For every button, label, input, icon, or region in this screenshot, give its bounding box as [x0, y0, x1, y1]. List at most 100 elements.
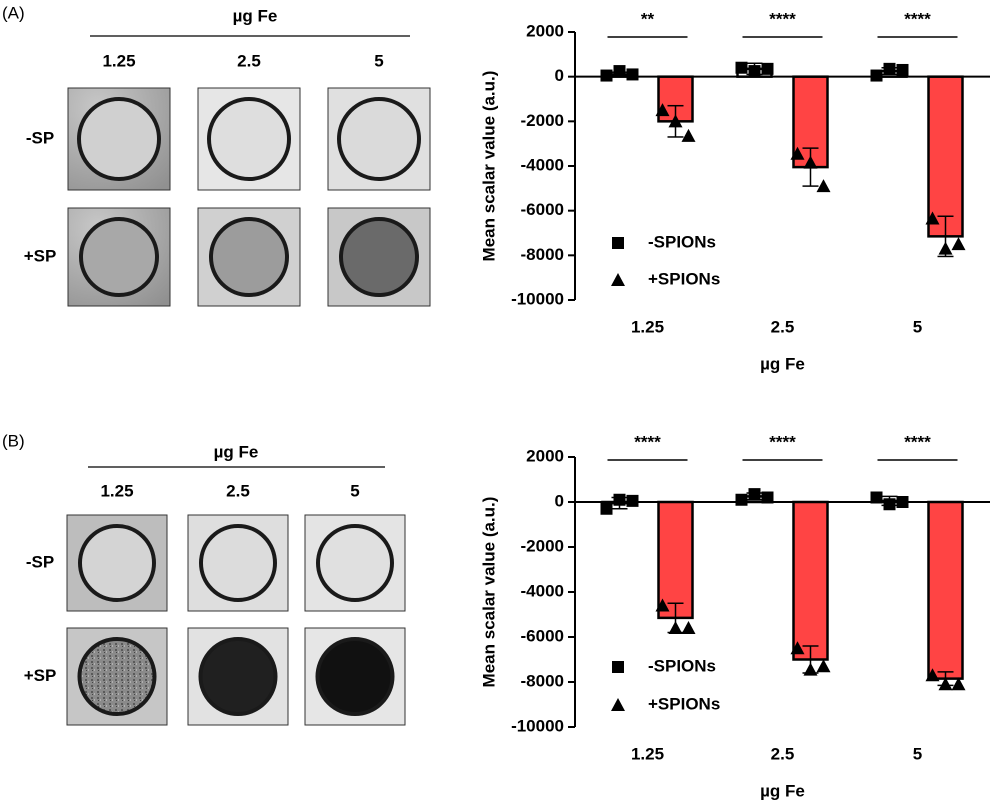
- image-column-label: 1.25: [102, 51, 135, 70]
- x-tick-label: 5: [913, 317, 922, 336]
- x-tick-label: 1.25: [631, 317, 664, 336]
- bar: [657, 500, 694, 620]
- significance-label: **: [641, 9, 655, 28]
- y-tick-label: -6000: [521, 200, 564, 219]
- y-tick-label: -8000: [521, 245, 564, 264]
- data-point: [951, 677, 966, 691]
- x-tick-label: 2.5: [771, 317, 795, 336]
- y-tick-label: -2000: [521, 536, 564, 555]
- legend-marker: [611, 698, 625, 711]
- data-point: [951, 237, 966, 251]
- image-column-label: 1.25: [100, 481, 133, 500]
- y-tick-label: 0: [555, 66, 564, 85]
- data-point: [655, 103, 670, 117]
- image-row-label: +SP: [24, 246, 57, 265]
- data-point: [870, 69, 883, 82]
- data-point: [626, 494, 639, 507]
- data-point: [803, 155, 818, 169]
- data-point: [870, 491, 883, 504]
- image-axis-label: µg Fe: [214, 442, 259, 461]
- x-tick-label: 5: [913, 744, 922, 763]
- mri-well: [339, 217, 419, 297]
- x-axis-label: µg Fe: [760, 354, 805, 373]
- data-point: [748, 65, 761, 78]
- data-point: [655, 598, 670, 612]
- legend-label: +SPIONs: [648, 269, 720, 288]
- legend-marker: [611, 273, 625, 286]
- mri-well: [316, 524, 394, 602]
- data-point: [938, 677, 953, 691]
- y-tick-label: 2000: [526, 446, 564, 465]
- x-tick-label: 2.5: [771, 744, 795, 763]
- y-axis-label: Mean scalar value (a.u.): [479, 71, 498, 262]
- x-axis-label: µg Fe: [760, 781, 805, 800]
- legend-marker: [612, 661, 624, 673]
- mri-well: [209, 217, 289, 297]
- data-point: [668, 114, 683, 128]
- data-point: [883, 62, 896, 75]
- y-tick-label: -2000: [521, 111, 564, 130]
- y-tick-label: -8000: [521, 671, 564, 690]
- mri-well: [198, 637, 278, 716]
- data-point: [896, 63, 909, 76]
- data-point: [816, 179, 831, 193]
- significance-label: ****: [769, 432, 796, 451]
- image-row-label: +SP: [24, 666, 57, 685]
- mri-well: [77, 637, 157, 716]
- data-point: [735, 61, 748, 74]
- data-point: [938, 241, 953, 255]
- x-tick-label: 1.25: [631, 744, 664, 763]
- legend-label: +SPIONs: [648, 694, 720, 713]
- mri-well: [315, 637, 395, 716]
- bar: [927, 500, 964, 680]
- data-point: [668, 621, 683, 634]
- data-point: [735, 493, 748, 506]
- image-column-label: 5: [374, 51, 383, 70]
- significance-label: ****: [769, 9, 796, 28]
- panel-label: (A): [2, 3, 25, 22]
- y-tick-label: -6000: [521, 626, 564, 645]
- image-row-label: -SP: [26, 128, 54, 147]
- data-point: [761, 491, 774, 504]
- y-tick-label: -4000: [521, 581, 564, 600]
- significance-label: ****: [904, 432, 931, 451]
- image-axis-label: µg Fe: [233, 6, 278, 25]
- data-point: [613, 65, 626, 78]
- data-point: [681, 128, 696, 142]
- y-tick-label: -4000: [521, 155, 564, 174]
- bar: [927, 75, 964, 238]
- mri-well: [77, 97, 161, 181]
- image-column-label: 5: [350, 481, 359, 500]
- legend-marker: [612, 237, 624, 249]
- data-point: [816, 659, 831, 673]
- data-point: [681, 621, 696, 634]
- data-point: [600, 69, 613, 82]
- mri-well: [207, 97, 291, 181]
- legend-label: -SPIONs: [648, 656, 716, 675]
- mri-well: [78, 524, 156, 602]
- y-tick-label: -10000: [511, 716, 564, 735]
- y-tick-label: 2000: [526, 21, 564, 40]
- y-tick-label: 0: [555, 491, 564, 510]
- data-point: [790, 146, 805, 160]
- data-point: [803, 662, 818, 676]
- significance-label: ****: [634, 432, 661, 451]
- image-row-label: -SP: [26, 552, 54, 571]
- image-column-label: 2.5: [237, 51, 261, 70]
- mri-well: [337, 97, 421, 181]
- data-point: [790, 641, 805, 655]
- data-point: [626, 68, 639, 81]
- panel-label: (B): [2, 431, 25, 450]
- image-column-label: 2.5: [226, 481, 250, 500]
- significance-label: ****: [904, 9, 931, 28]
- data-point: [600, 502, 613, 515]
- y-tick-label: -10000: [511, 289, 564, 308]
- data-point: [748, 488, 761, 501]
- data-point: [883, 498, 896, 511]
- y-axis-label: Mean scalar value (a.u.): [479, 497, 498, 688]
- mri-well: [79, 217, 159, 297]
- data-point: [925, 668, 940, 682]
- mri-well: [199, 524, 277, 602]
- bar: [792, 500, 829, 661]
